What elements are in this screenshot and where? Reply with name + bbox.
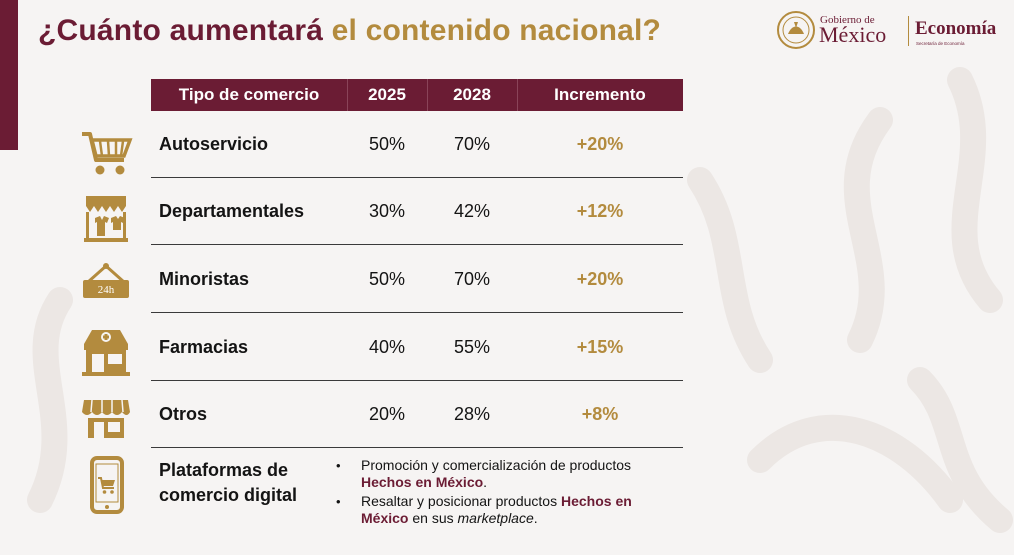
- header-tipo: Tipo de comercio: [178, 85, 320, 104]
- mexico-label: México: [819, 22, 887, 47]
- bullet2-italic: marketplace: [457, 510, 534, 526]
- national-seal-icon: [777, 11, 815, 49]
- digital-platform-name: Plataformas de comercio digital: [159, 460, 298, 505]
- row-increment: +20%: [576, 269, 624, 289]
- gobierno-label: Gobierno de: [820, 14, 875, 26]
- table-row: Farmacias 40% 55% +15%: [151, 314, 683, 381]
- row-2025: 50%: [368, 269, 406, 289]
- row-2028: 55%: [453, 337, 491, 357]
- pharmacy-icon: [82, 330, 130, 376]
- logo-divider: [908, 16, 909, 46]
- row-divider: [151, 176, 683, 178]
- government-logo: Gobierno de México Economía Secretaría d…: [776, 10, 1008, 52]
- bullet-item: Promoción y comercialización de producto…: [334, 457, 679, 491]
- row-2028: 70%: [453, 269, 491, 289]
- bullet2-highlight: Hechos en México: [361, 493, 632, 526]
- economia-sub-label: Secretaría de Economía: [916, 41, 965, 46]
- table-row: Autoservicio 50% 70% +20%: [151, 111, 683, 178]
- header-separator: [427, 79, 428, 111]
- row-2028: 70%: [453, 134, 491, 154]
- storefront-icon: [82, 399, 130, 438]
- 24h-sign-icon: 24h: [83, 263, 129, 298]
- row-divider: [151, 446, 683, 448]
- row-name: Farmacias: [159, 337, 249, 357]
- row-increment: +8%: [581, 404, 619, 424]
- row-2025: 40%: [368, 337, 406, 357]
- row-divider: [151, 311, 683, 313]
- row-name: Otros: [159, 404, 208, 424]
- left-accent-bar: [0, 0, 18, 150]
- header-separator: [517, 79, 518, 111]
- table-row: Minoristas 50% 70% +20%: [151, 246, 683, 313]
- smartphone-cart-icon: [90, 456, 124, 514]
- row-name: Minoristas: [159, 269, 250, 289]
- row-2025: 20%: [368, 404, 406, 424]
- row-2028: 28%: [453, 404, 491, 424]
- 24h-label: 24h: [98, 284, 115, 296]
- bullet-item: Resaltar y posicionar productos Hechos e…: [334, 493, 679, 527]
- table-header: Tipo de comercio 2025 2028 Incremento: [151, 79, 683, 111]
- header-separator: [347, 79, 348, 111]
- row-2025: 50%: [368, 134, 406, 154]
- bullet2-text: Resaltar y posicionar productos: [361, 493, 561, 509]
- bullet2-end: .: [533, 510, 538, 526]
- shopping-cart-icon: [82, 132, 133, 175]
- row-name: Autoservicio: [159, 134, 269, 154]
- row-2025: 30%: [368, 201, 406, 221]
- clothing-store-icon: [84, 196, 128, 242]
- economia-label: Economía: [915, 18, 997, 39]
- page-title: ¿Cuánto aumentará el contenido nacional?: [38, 14, 661, 48]
- row-increment: +15%: [576, 337, 624, 357]
- row-increment: +20%: [576, 134, 624, 154]
- table-row: Departamentales 30% 42% +12%: [151, 178, 683, 245]
- bullet2-middle: en sus: [408, 510, 458, 526]
- table-row: Otros 20% 28% +8%: [151, 381, 683, 448]
- title-part-2: el contenido nacional?: [331, 14, 662, 47]
- bullet1-end: .: [483, 474, 488, 490]
- header-2025: 2025: [368, 85, 406, 104]
- row-2028: 42%: [453, 201, 491, 221]
- digital-platform-bullets: Promoción y comercialización de producto…: [334, 457, 679, 529]
- row-increment: +12%: [576, 201, 624, 221]
- title-part-1: ¿Cuánto aumentará: [38, 14, 332, 47]
- bullet1-highlight: Hechos en México: [361, 474, 484, 490]
- header-2028: 2028: [453, 85, 491, 104]
- header-incremento: Incremento: [554, 85, 646, 104]
- row-divider: [151, 243, 683, 245]
- bullet1-text: Promoción y comercialización de producto…: [361, 457, 632, 473]
- row-name: Departamentales: [159, 201, 305, 221]
- row-divider: [151, 379, 683, 381]
